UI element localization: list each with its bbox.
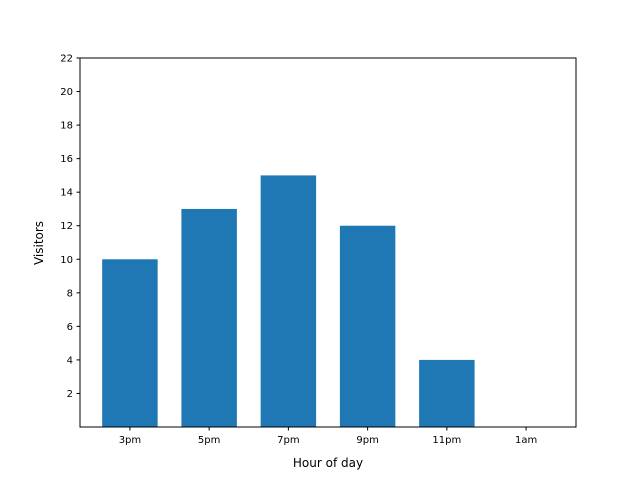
- y-tick-label: 12: [60, 221, 73, 232]
- bars-group: [102, 175, 475, 427]
- x-tick-label: 1am: [515, 435, 537, 446]
- plot-frame: [79, 57, 577, 428]
- x-tick-label: 7pm: [277, 435, 299, 446]
- x-tick-label: 11pm: [432, 435, 461, 446]
- y-tick-label: 22: [60, 54, 73, 65]
- x-tick-label: 3pm: [119, 435, 141, 446]
- y-tick-label: 16: [60, 154, 73, 165]
- y-tick-label: 14: [60, 188, 73, 199]
- y-tick-label: 4: [67, 355, 73, 366]
- x-axis-label: Hour of day: [293, 456, 363, 470]
- bar-5pm: [181, 208, 237, 427]
- y-tick-label: 8: [67, 288, 73, 299]
- y-tick-label: 6: [67, 322, 73, 333]
- bar-3pm: [102, 259, 158, 427]
- x-axis-ticks: 3pm 5pm 7pm 9pm 11pm 1am: [119, 427, 537, 446]
- x-tick-label: 5pm: [198, 435, 220, 446]
- y-axis-ticks: 2 4 6 8 10 12 14 16 18 20 22: [60, 54, 80, 400]
- bar-7pm: [260, 175, 317, 427]
- bar-11pm: [419, 359, 475, 427]
- y-axis-label: Visitors: [32, 221, 46, 265]
- bar-9pm: [339, 225, 396, 427]
- y-tick-label: 20: [60, 87, 73, 98]
- y-tick-label: 2: [67, 389, 73, 400]
- y-tick-label: 10: [60, 255, 73, 266]
- x-tick-label: 9pm: [356, 435, 378, 446]
- y-tick-label: 18: [60, 121, 73, 132]
